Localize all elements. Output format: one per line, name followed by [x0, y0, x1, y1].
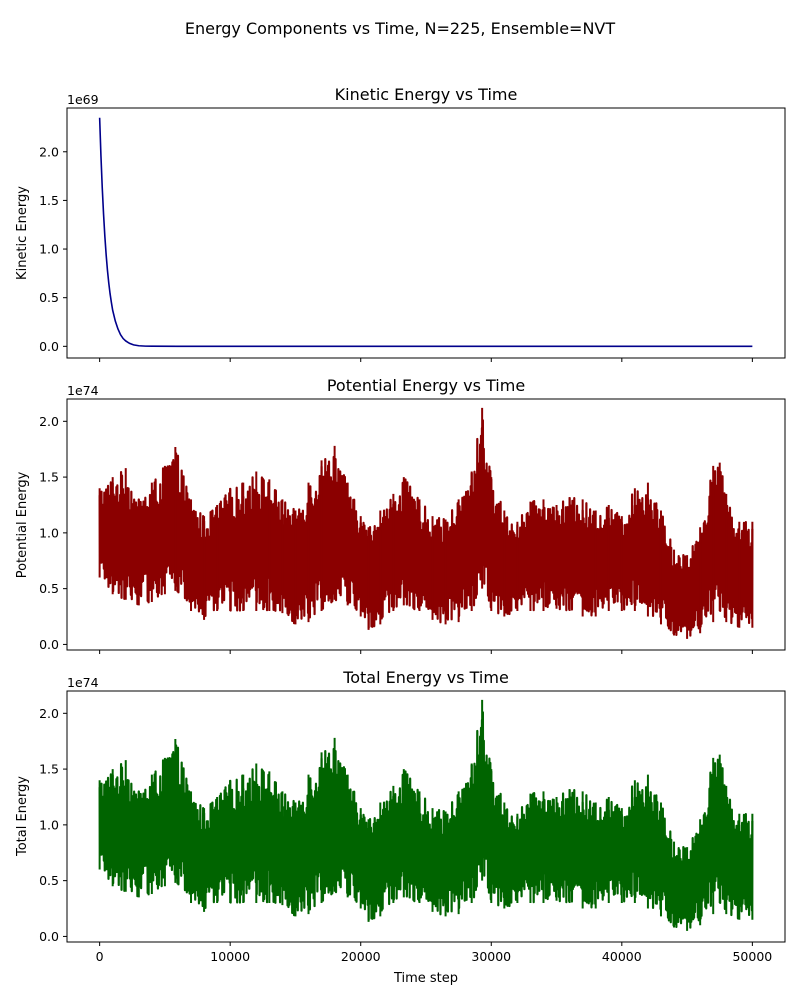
kinetic-ytick-label: 2.0 [39, 144, 59, 159]
total-ytick-label: 2.0 [39, 706, 59, 721]
total-axes-frame [66, 690, 786, 943]
figure-suptitle: Energy Components vs Time, N=225, Ensemb… [185, 19, 616, 38]
kinetic-ylabel: Kinetic Energy [15, 186, 30, 280]
potential-ytick-label: 2.0 [39, 414, 59, 429]
x-axis-label: Time step [393, 971, 458, 986]
kinetic-ytick-label: 1.0 [39, 242, 59, 257]
total-xtick-label: 20000 [341, 949, 381, 964]
potential-ytick-label: 0.0 [39, 637, 59, 652]
potential-axes-frame [66, 398, 786, 651]
potential-offset-label: 1e74 [67, 383, 99, 398]
total-ylabel: Total Energy [15, 776, 30, 857]
total-panel-title: Total Energy vs Time [342, 668, 509, 687]
potential-ylabel: Potential Energy [15, 471, 30, 578]
total-xtick-label: 10000 [210, 949, 250, 964]
total-ytick-label: 0.0 [39, 929, 59, 944]
total-energy-panel: Total Energy vs Time 1e74 Total Energy 0… [15, 668, 786, 964]
potential-series-line [98, 419, 754, 637]
total-xtick-label: 50000 [732, 949, 772, 964]
potential-ytick-label: 1.0 [39, 525, 59, 540]
potential-energy-panel: Potential Energy vs Time 1e74 Potential … [15, 376, 786, 654]
kinetic-offset-label: 1e69 [67, 92, 99, 107]
kinetic-ytick-label: 0.5 [39, 290, 59, 305]
kinetic-axes-frame [66, 107, 786, 359]
kinetic-series-line [98, 117, 753, 348]
potential-ytick-label: 1.5 [39, 470, 59, 485]
kinetic-panel-title: Kinetic Energy vs Time [335, 85, 518, 104]
total-offset-label: 1e74 [67, 675, 99, 690]
total-ytick-label: 0.5 [39, 873, 59, 888]
total-xtick-label: 0 [96, 949, 104, 964]
total-ytick-label: 1.0 [39, 817, 59, 832]
kinetic-ytick-label: 1.5 [39, 193, 59, 208]
potential-ytick-label: 0.5 [39, 581, 59, 596]
kinetic-energy-panel: Kinetic Energy vs Time 1e69 Kinetic Ener… [15, 85, 786, 362]
total-xtick-label: 40000 [602, 949, 642, 964]
total-ytick-label: 1.5 [39, 762, 59, 777]
total-xtick-label: 30000 [471, 949, 511, 964]
total-series-line [98, 711, 754, 929]
kinetic-ytick-label: 0.0 [39, 339, 59, 354]
potential-panel-title: Potential Energy vs Time [327, 376, 525, 395]
